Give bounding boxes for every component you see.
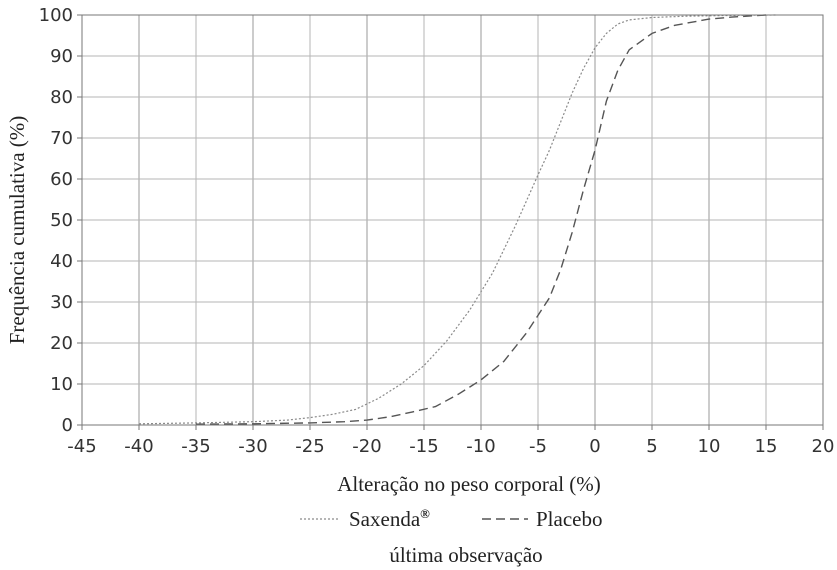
y-tick-label: 50 <box>50 210 73 231</box>
x-tick-label: 5 <box>646 436 657 457</box>
series-line-saxenda <box>138 14 778 425</box>
grid <box>81 14 824 426</box>
y-tick-label: 20 <box>50 333 73 354</box>
y-axis-title: Frequência cumulativa (%) <box>5 116 29 345</box>
legend-registered-mark: ® <box>420 506 430 521</box>
y-tick-label: 40 <box>50 251 73 272</box>
x-tick-label: -40 <box>124 436 153 457</box>
y-tick-label: 10 <box>50 374 73 395</box>
x-tick-label: -20 <box>352 436 381 457</box>
y-tick-label: 0 <box>62 415 73 436</box>
chart-caption: última observação <box>389 543 542 567</box>
x-tick-label: 10 <box>698 436 721 457</box>
y-tick-label: 70 <box>50 128 73 149</box>
x-tick-label: -5 <box>529 436 547 457</box>
x-tick-label: -45 <box>67 436 96 457</box>
x-tick-label: -25 <box>295 436 324 457</box>
x-tick-label: -10 <box>466 436 495 457</box>
x-tick-labels: -45 -40 -35 -30 -25 -20 -15 -10 -5 0 5 10 15 20 <box>67 425 834 457</box>
x-tick-label: -30 <box>238 436 267 457</box>
y-tick-label: 80 <box>50 87 73 108</box>
y-tick-label: 90 <box>50 46 73 67</box>
y-tick-labels: 0 10 20 30 40 50 60 70 80 90 100 <box>39 5 82 436</box>
x-axis-title: Alteração no peso corporal (%) <box>337 472 601 496</box>
y-tick-label: 100 <box>39 5 73 26</box>
x-tick-label: 20 <box>812 436 835 457</box>
x-tick-label: -35 <box>181 436 210 457</box>
x-tick-label: 0 <box>589 436 600 457</box>
x-tick-label: 15 <box>755 436 778 457</box>
y-tick-label: 60 <box>50 169 73 190</box>
legend-label-saxenda: Saxenda® <box>349 506 430 531</box>
legend: Saxenda® Placebo <box>300 506 602 531</box>
x-tick-label: -15 <box>409 436 438 457</box>
legend-label-placebo: Placebo <box>536 507 602 531</box>
y-tick-label: 30 <box>50 292 73 313</box>
series-line-placebo <box>195 14 767 425</box>
series-lines <box>138 14 778 425</box>
